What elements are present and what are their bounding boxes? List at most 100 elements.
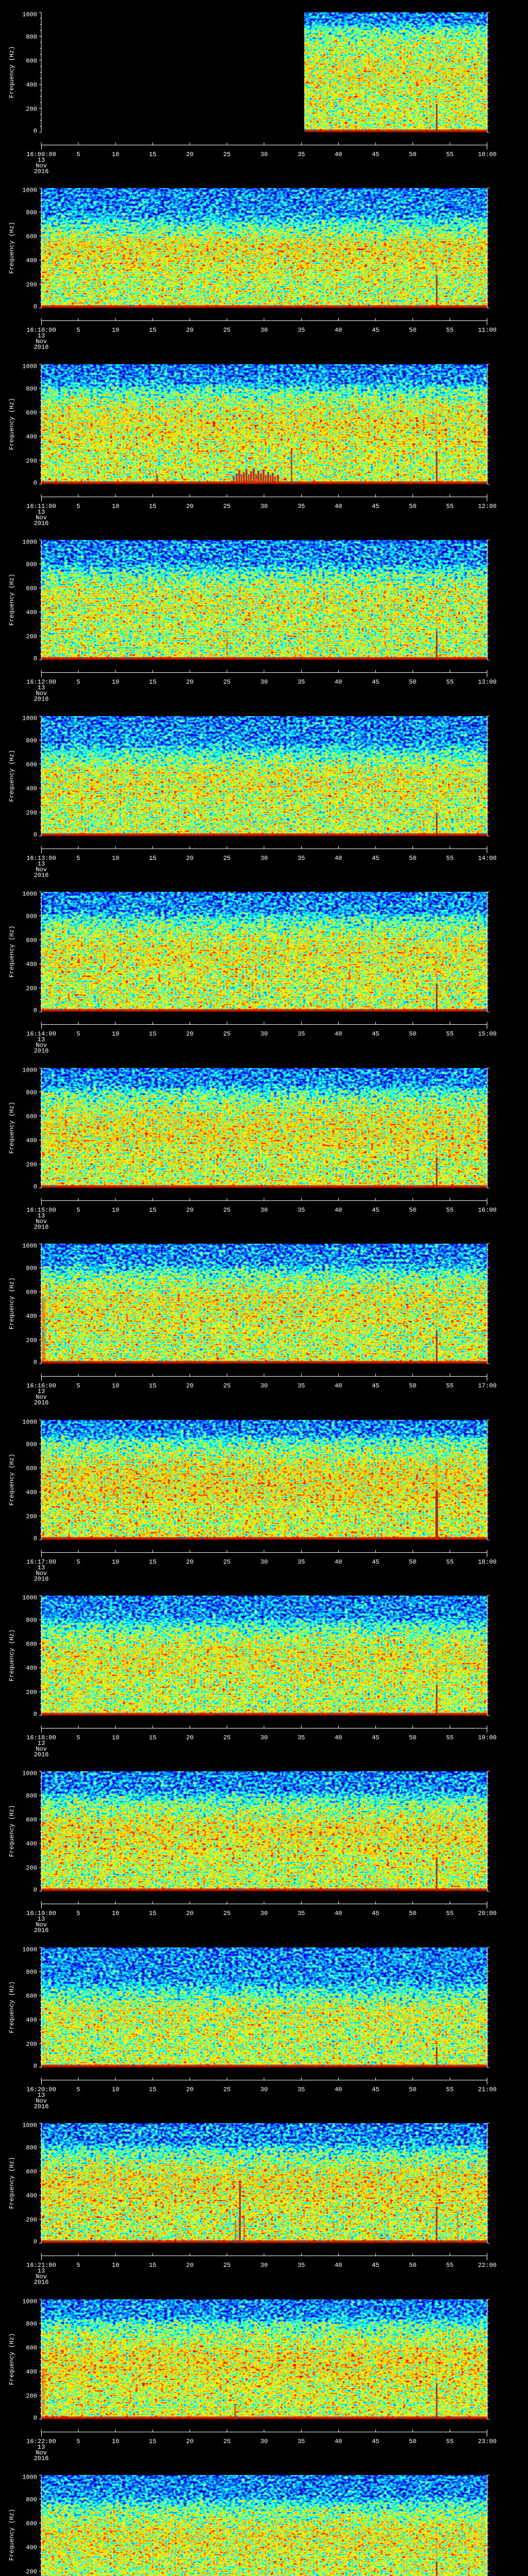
svg-text:45: 45 [372, 2086, 379, 2093]
svg-text:30: 30 [260, 151, 268, 158]
svg-text:13: 13 [38, 2444, 45, 2451]
svg-text:50: 50 [409, 855, 416, 862]
svg-text:200: 200 [26, 1161, 37, 1168]
svg-text:13: 13 [38, 1212, 45, 1219]
svg-text:50: 50 [409, 2086, 416, 2093]
svg-text:40: 40 [335, 1382, 342, 1389]
svg-text:50: 50 [409, 1558, 416, 1566]
svg-text:13: 13 [38, 157, 45, 164]
svg-text:15: 15 [149, 327, 156, 334]
svg-text:200: 200 [26, 2041, 37, 2048]
svg-text:20: 20 [186, 1910, 193, 1917]
svg-text:5: 5 [76, 327, 80, 334]
svg-text:1000: 1000 [22, 1946, 37, 1954]
svg-text:12:00: 12:00 [478, 503, 497, 510]
svg-text:14:00: 14:00 [478, 855, 497, 862]
svg-text:25: 25 [223, 1558, 230, 1566]
svg-text:15: 15 [149, 1207, 156, 1214]
svg-text:10: 10 [112, 1910, 119, 1917]
svg-text:15: 15 [149, 679, 156, 686]
svg-text:5: 5 [76, 679, 80, 686]
svg-text:2016: 2016 [34, 168, 49, 175]
svg-text:30: 30 [260, 1207, 268, 1214]
svg-text:30: 30 [260, 855, 268, 862]
svg-text:600: 600 [26, 2520, 37, 2528]
svg-text:15: 15 [149, 2086, 156, 2093]
svg-text:45: 45 [372, 1030, 379, 1038]
svg-text:13: 13 [38, 1036, 45, 1043]
svg-text:30: 30 [260, 1558, 268, 1566]
svg-text:10: 10 [112, 1558, 119, 1566]
svg-text:800: 800 [26, 1089, 37, 1096]
svg-text:45: 45 [372, 2438, 379, 2445]
svg-text:5: 5 [76, 2086, 80, 2093]
svg-text:600: 600 [26, 1465, 37, 1472]
svg-text:200: 200 [26, 1865, 37, 1872]
svg-text:16:12:00: 16:12:00 [26, 679, 56, 686]
svg-text:15: 15 [149, 1734, 156, 1741]
svg-text:40: 40 [335, 2086, 342, 2093]
svg-text:600: 600 [26, 1817, 37, 1824]
svg-text:45: 45 [372, 2262, 379, 2269]
svg-text:0: 0 [34, 1887, 37, 1894]
svg-text:0: 0 [34, 655, 37, 663]
svg-text:25: 25 [223, 855, 230, 862]
svg-text:5: 5 [76, 1207, 80, 1214]
svg-text:16:11:00: 16:11:00 [26, 503, 56, 510]
svg-text:35: 35 [298, 2438, 305, 2445]
svg-text:30: 30 [260, 2438, 268, 2445]
svg-text:20: 20 [186, 2438, 193, 2445]
svg-text:Nov: Nov [36, 1394, 47, 1401]
svg-text:50: 50 [409, 1734, 416, 1741]
svg-text:2016: 2016 [34, 2455, 49, 2462]
svg-text:5: 5 [76, 151, 80, 158]
svg-text:Frequency (Hz): Frequency (Hz) [8, 1102, 15, 1154]
svg-text:25: 25 [223, 2438, 230, 2445]
svg-text:23:00: 23:00 [478, 2438, 497, 2445]
svg-text:600: 600 [26, 1289, 37, 1296]
svg-text:40: 40 [335, 327, 342, 334]
svg-text:45: 45 [372, 151, 379, 158]
svg-text:20:00: 20:00 [478, 1910, 497, 1917]
svg-text:55: 55 [446, 2262, 453, 2269]
svg-text:400: 400 [26, 1665, 37, 1672]
svg-text:2016: 2016 [34, 872, 49, 879]
svg-text:16:21:00: 16:21:00 [26, 2262, 56, 2269]
svg-text:13: 13 [38, 1916, 45, 1923]
svg-text:16:10:00: 16:10:00 [26, 327, 56, 334]
svg-text:800: 800 [26, 2496, 37, 2503]
svg-text:25: 25 [223, 1734, 230, 1741]
svg-text:600: 600 [26, 2345, 37, 2352]
svg-text:15: 15 [149, 151, 156, 158]
svg-text:800: 800 [26, 1441, 37, 1448]
svg-text:1000: 1000 [22, 363, 37, 370]
svg-text:2016: 2016 [34, 2279, 49, 2286]
svg-text:1000: 1000 [22, 2474, 37, 2481]
svg-text:30: 30 [260, 327, 268, 334]
svg-text:25: 25 [223, 679, 230, 686]
svg-text:15: 15 [149, 2438, 156, 2445]
svg-text:Nov: Nov [36, 514, 47, 521]
svg-text:45: 45 [372, 1558, 379, 1566]
svg-text:200: 200 [26, 2568, 37, 2575]
svg-text:10: 10 [112, 2438, 119, 2445]
svg-text:600: 600 [26, 1641, 37, 1648]
svg-text:55: 55 [446, 327, 453, 334]
svg-text:15: 15 [149, 1910, 156, 1917]
svg-text:35: 35 [298, 1910, 305, 1917]
svg-text:400: 400 [26, 433, 37, 440]
svg-text:13:00: 13:00 [478, 679, 497, 686]
svg-text:200: 200 [26, 106, 37, 113]
svg-text:1000: 1000 [22, 2298, 37, 2306]
svg-text:16:19:00: 16:19:00 [26, 1910, 56, 1917]
svg-text:18:00: 18:00 [478, 1558, 497, 1566]
svg-text:600: 600 [26, 1993, 37, 2000]
svg-text:Frequency (Hz): Frequency (Hz) [8, 1630, 15, 1682]
svg-text:20: 20 [186, 327, 193, 334]
svg-text:20: 20 [186, 2262, 193, 2269]
svg-text:Nov: Nov [36, 866, 47, 873]
svg-text:5: 5 [76, 2262, 80, 2269]
svg-text:2016: 2016 [34, 520, 49, 527]
svg-text:200: 200 [26, 1337, 37, 1344]
svg-text:17:00: 17:00 [478, 1382, 497, 1389]
